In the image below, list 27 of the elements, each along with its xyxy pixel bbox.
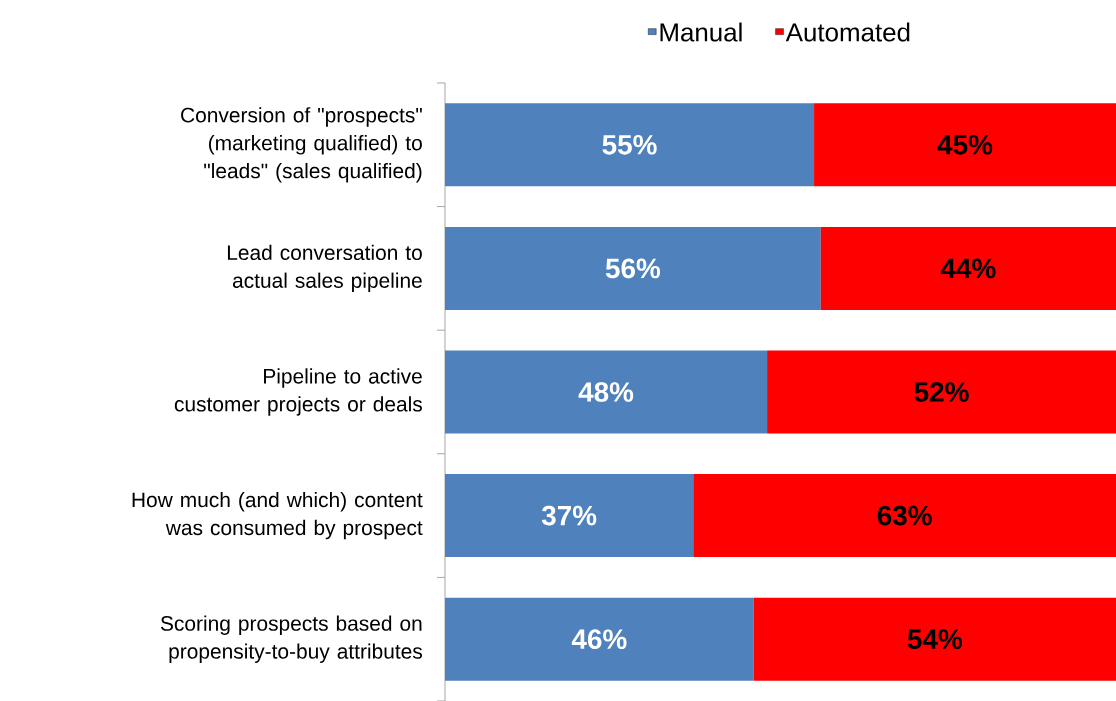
legend-label: Manual bbox=[660, 22, 742, 42]
bar bbox=[820, 226, 1116, 310]
y-tick-label: Scoring prospects based on propensity-to-buy attributes bbox=[160, 615, 423, 663]
data-label: 46% bbox=[571, 629, 627, 650]
data-label: 54% bbox=[907, 629, 962, 650]
bar bbox=[445, 103, 815, 187]
legend-label: Automated bbox=[785, 22, 910, 42]
data-label: 56% bbox=[605, 258, 661, 279]
bar bbox=[445, 597, 754, 681]
bar bbox=[445, 350, 768, 434]
bar bbox=[767, 350, 1116, 434]
data-label: 45% bbox=[937, 134, 993, 155]
bar bbox=[814, 103, 1116, 187]
data-label: 37% bbox=[541, 505, 597, 526]
data-label: 48% bbox=[578, 382, 634, 402]
data-label: 52% bbox=[914, 382, 969, 402]
y-tick-label: How much (and which) content was consumed by prospect bbox=[132, 491, 423, 540]
data-label: 55% bbox=[602, 134, 657, 155]
y-tick-label: Conversion of "prospects" (marketing qualified) to "leads" (sales qualified) bbox=[181, 107, 422, 183]
y-tick-label: Lead conversation to actual sales pipeline bbox=[227, 244, 422, 293]
y-tick-label: Pipeline to active customer projects or deals bbox=[174, 368, 422, 416]
bar bbox=[753, 597, 1116, 681]
bar bbox=[693, 474, 1116, 558]
bar bbox=[445, 474, 694, 558]
bar bbox=[445, 226, 821, 310]
data-label: 63% bbox=[877, 505, 932, 526]
data-label: 44% bbox=[940, 258, 996, 279]
